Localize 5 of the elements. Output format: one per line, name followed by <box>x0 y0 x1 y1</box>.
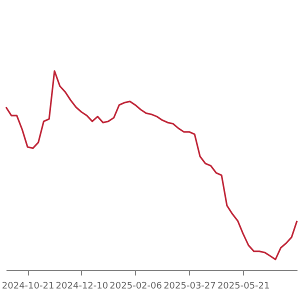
x-tick-label: 2025-05-21 <box>217 282 270 292</box>
x-tick-label: 2024-10-21 <box>2 282 54 292</box>
x-tick-label: 2024-12-10 <box>56 282 108 292</box>
x-tick-label: 2025-02-06 <box>110 282 162 292</box>
x-tick-label: 2025-03-27 <box>164 282 216 292</box>
